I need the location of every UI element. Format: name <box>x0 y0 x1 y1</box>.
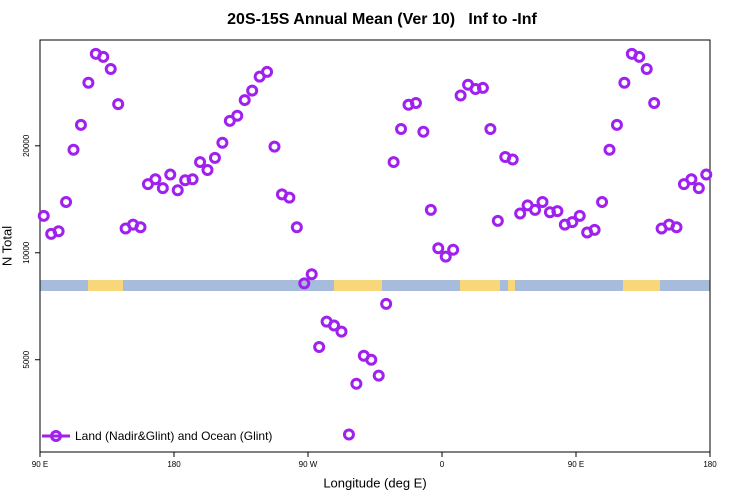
data-point <box>171 184 184 197</box>
data-point <box>648 96 661 109</box>
data-point <box>603 143 616 156</box>
x-tick-label: 180 <box>167 460 181 469</box>
data-point <box>328 319 341 332</box>
x-axis-label: Longitude (deg E) <box>323 475 426 490</box>
data-point <box>432 242 445 255</box>
data-point <box>424 203 437 216</box>
data-point <box>149 173 162 186</box>
data-point <box>633 50 646 63</box>
data-point <box>186 173 199 186</box>
data-point <box>37 209 50 222</box>
data-point <box>491 214 504 227</box>
plot-frame <box>39 39 711 453</box>
x-tick-label: 90 W <box>299 460 318 469</box>
data-point <box>447 243 460 256</box>
land-ocean-strip <box>40 280 710 291</box>
x-tick-label: 90 E <box>32 460 48 469</box>
data-point <box>350 377 363 390</box>
data-point <box>283 191 296 204</box>
data-point <box>60 195 73 208</box>
data-point <box>268 140 281 153</box>
data-point <box>372 369 385 382</box>
data-point <box>164 168 177 181</box>
data-point <box>387 156 400 169</box>
y-tick-label: 20000 <box>22 134 31 157</box>
data-point <box>573 209 586 222</box>
data-point <box>566 216 579 229</box>
data-point <box>700 168 713 181</box>
data-point <box>313 341 326 354</box>
data-point <box>112 98 125 111</box>
data-point <box>290 221 303 234</box>
data-point <box>156 182 169 195</box>
data-point <box>409 96 422 109</box>
chart-title: 20S-15S Annual Mean (Ver 10) Inf to -Inf <box>227 11 537 28</box>
data-point <box>506 153 519 166</box>
data-point <box>670 221 683 234</box>
data-point <box>484 123 497 136</box>
data-point <box>640 62 653 75</box>
data-point <box>305 268 318 281</box>
data-point <box>342 428 355 441</box>
data-point <box>194 156 207 169</box>
data-point <box>97 50 110 63</box>
y-tick-label: 5000 <box>22 350 31 368</box>
data-point <box>514 207 527 220</box>
data-point <box>201 163 214 176</box>
data-point <box>134 221 147 234</box>
data-point <box>529 203 542 216</box>
data-point <box>298 277 311 290</box>
data-point <box>692 182 705 195</box>
legend: Land (Nadir&Glint) and Ocean (Glint) <box>42 429 272 443</box>
data-point <box>610 118 623 131</box>
data-point <box>596 195 609 208</box>
data-point <box>454 89 467 102</box>
y-axis-label: N Total <box>0 226 14 266</box>
x-tick-label: 90 E <box>568 460 584 469</box>
data-point <box>67 143 80 156</box>
data-point <box>82 76 95 89</box>
data-point <box>536 195 549 208</box>
data-point <box>208 151 221 164</box>
data-point <box>231 109 244 122</box>
data-point <box>417 125 430 138</box>
data-point <box>238 94 251 107</box>
data-point <box>476 81 489 94</box>
data-point <box>104 62 117 75</box>
y-tick-label: 10000 <box>22 241 31 264</box>
legend-marker <box>50 430 62 442</box>
data-point <box>216 136 229 149</box>
data-point <box>551 205 564 218</box>
data-point <box>439 250 452 263</box>
data-point <box>365 353 378 366</box>
x-tick-label: 0 <box>440 460 445 469</box>
data-point <box>52 225 65 238</box>
data-point <box>261 65 274 78</box>
data-point <box>246 84 259 97</box>
data-point <box>618 76 631 89</box>
x-tick-label: 180 <box>703 460 717 469</box>
data-point <box>74 118 87 131</box>
legend-label: Land (Nadir&Glint) and Ocean (Glint) <box>75 429 272 443</box>
data-point <box>335 325 348 338</box>
data-point <box>685 173 698 186</box>
data-point <box>380 297 393 310</box>
data-point <box>588 223 601 236</box>
data-point <box>395 123 408 136</box>
